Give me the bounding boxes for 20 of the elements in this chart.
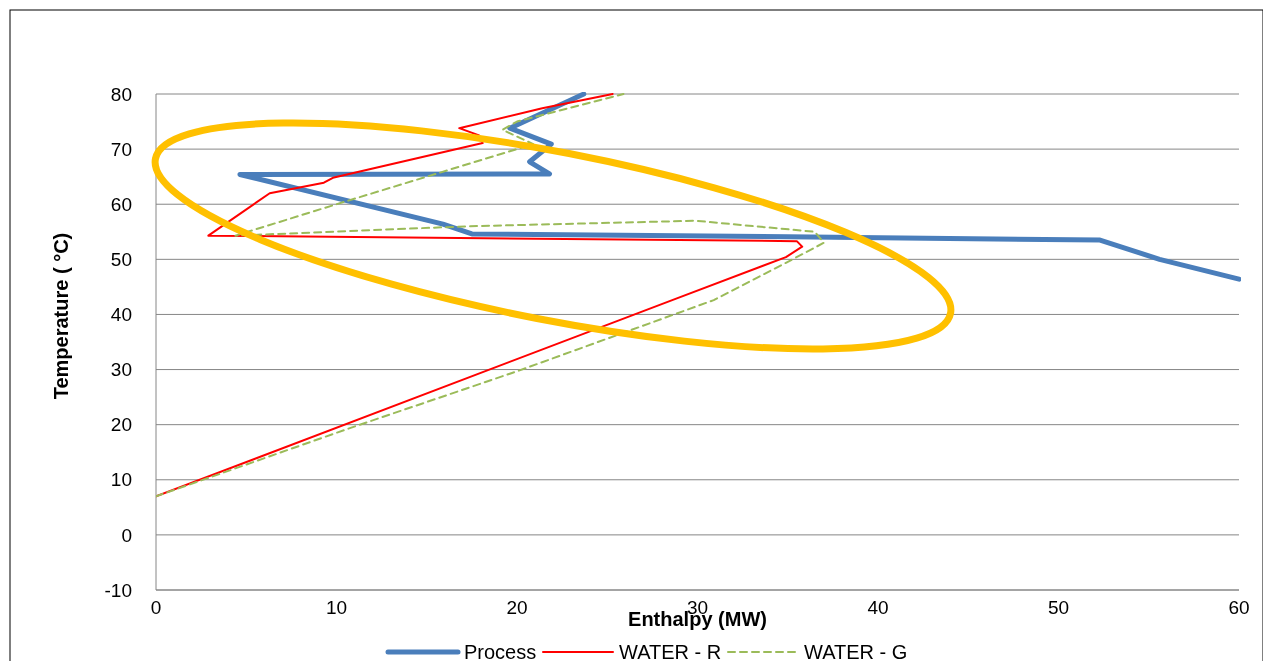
y-tick-label: 20 (110, 414, 132, 436)
y-tick-label: 40 (110, 304, 132, 326)
x-tick-label: 50 (1047, 596, 1070, 618)
x-tick-label: 10 (325, 596, 348, 618)
y-tick-label: 30 (110, 359, 132, 381)
legend-label: Process (464, 641, 537, 661)
y-tick-label: 60 (110, 193, 132, 215)
y-axis-title: Temperature ( °C) (50, 232, 72, 400)
legend-label: WATER - G (804, 641, 908, 661)
y-tick-label: 50 (110, 248, 132, 270)
y-tick-label: 0 (121, 524, 132, 546)
y-tick-label: 10 (110, 469, 132, 491)
x-tick-label: 40 (867, 596, 889, 618)
x-tick-label: 60 (1228, 596, 1250, 618)
x-tick-label: 20 (506, 596, 528, 618)
y-tick-label: 70 (110, 138, 132, 160)
y-tick-label: -10 (104, 579, 132, 601)
y-tick-label: 80 (110, 83, 132, 105)
legend-label: WATER - R (619, 641, 722, 661)
x-tick-label: 0 (150, 596, 162, 618)
